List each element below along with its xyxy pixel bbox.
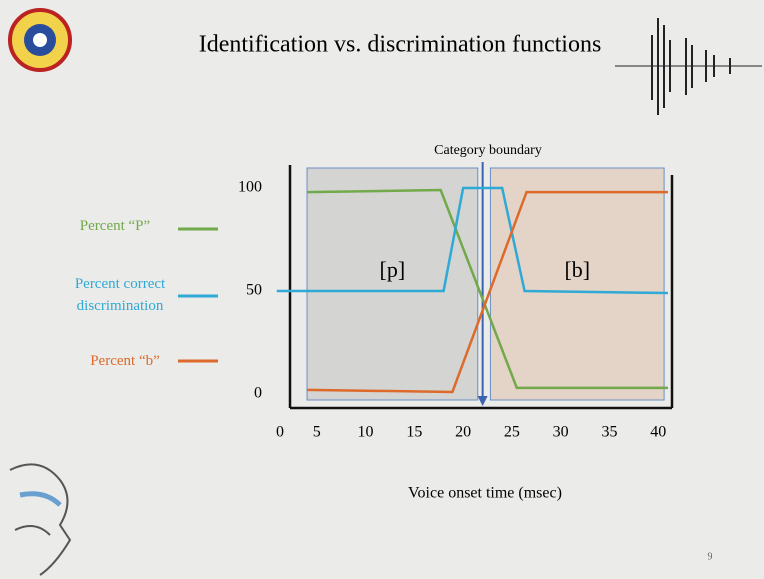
head-illustration [10, 464, 70, 575]
x-tick-label: 5 [313, 424, 321, 441]
region-label: [b] [564, 257, 590, 282]
region [307, 168, 478, 400]
legend-label: Percent “P” [60, 215, 170, 237]
y-tick-label: 100 [238, 179, 262, 196]
x-tick-label: 0 [276, 424, 284, 441]
x-tick-label: 30 [553, 424, 569, 441]
legend-label: Percent correct discrimination [60, 273, 180, 317]
boundary-arrowhead [478, 396, 488, 406]
page-number: 9 [708, 551, 713, 562]
x-axis-label: Voice onset time (msec) [408, 485, 562, 502]
region-label: [p] [380, 257, 406, 282]
y-tick-label: 0 [254, 385, 262, 402]
annotation: Category boundary [434, 143, 542, 158]
slide: Identification vs. discrimination functi… [0, 0, 764, 579]
waveform [615, 18, 762, 115]
logo [10, 10, 70, 70]
x-tick-label: 35 [601, 424, 617, 441]
slide-title: Identification vs. discrimination functi… [199, 32, 602, 58]
region [490, 168, 664, 400]
x-tick-label: 20 [455, 424, 471, 441]
x-tick-label: 40 [650, 424, 666, 441]
x-tick-label: 15 [406, 424, 422, 441]
x-tick-label: 10 [358, 424, 374, 441]
legend-label: Percent “b” [70, 350, 180, 372]
y-tick-label: 50 [246, 282, 262, 299]
x-tick-label: 25 [504, 424, 520, 441]
